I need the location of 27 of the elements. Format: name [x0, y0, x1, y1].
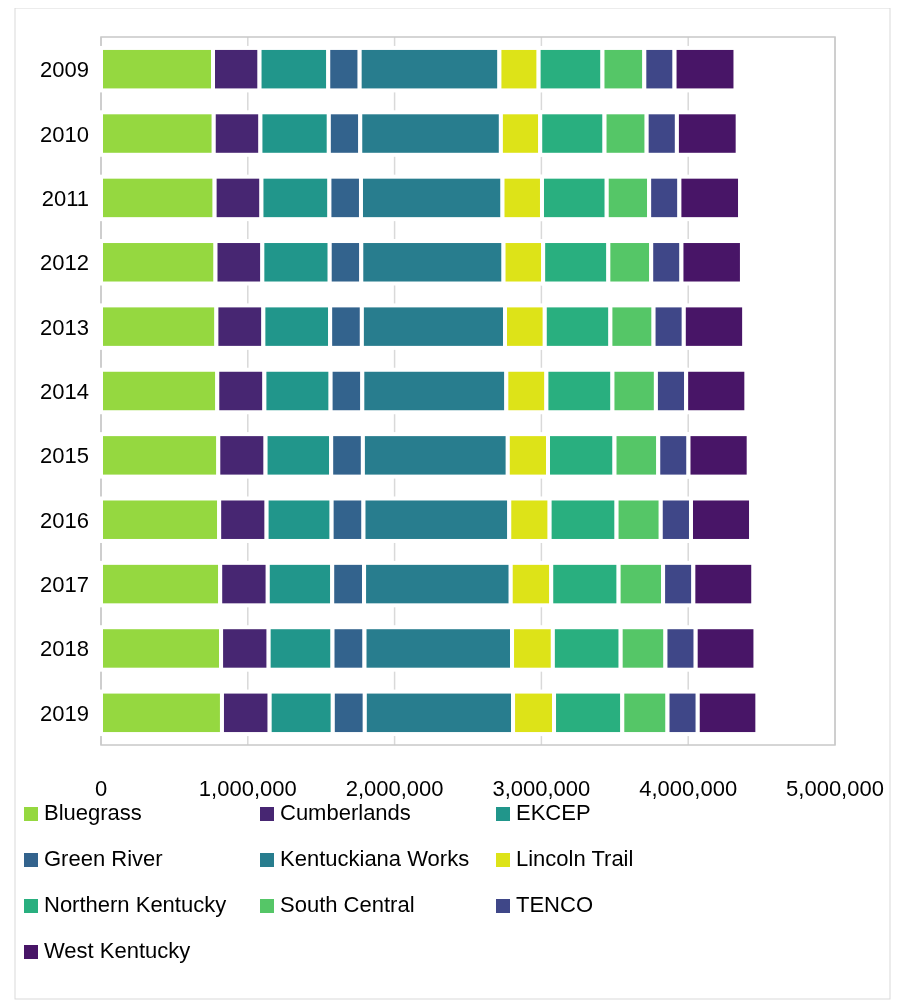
- legend-label: Lincoln Trail: [516, 846, 634, 871]
- legend-label: South Central: [280, 892, 415, 917]
- y-tick-label: 2014: [40, 379, 89, 404]
- y-tick-label: 2018: [40, 636, 89, 662]
- legend-label: West Kentucky: [44, 938, 191, 963]
- y-tick-label: 2016: [40, 507, 89, 533]
- legend-label: Cumberlands: [280, 800, 411, 825]
- y-tick-label: 2012: [40, 250, 89, 276]
- legend-label: Kentuckiana Works: [280, 846, 470, 871]
- legend-label: Northern Kentucky: [44, 892, 227, 917]
- y-tick-label: 2011: [41, 185, 89, 211]
- y-tick-label: 2013: [40, 314, 89, 340]
- x-tick-label: 5,000,000: [786, 776, 884, 801]
- x-tick-label: 2,000,000: [345, 776, 444, 801]
- x-tick-label: 1,000,000: [198, 776, 297, 801]
- x-tick-label: 3,000,000: [492, 776, 591, 801]
- y-tick-label: 2019: [40, 700, 89, 726]
- y-tick-label: 2015: [40, 443, 89, 469]
- legend-label: Bluegrass: [44, 800, 142, 825]
- x-tick-label: 0: [94, 776, 108, 801]
- legend-label: Green River: [44, 846, 163, 871]
- legend-label: EKCEP: [516, 800, 591, 825]
- y-tick-label: 2010: [40, 121, 89, 147]
- legend-label: TENCO: [516, 892, 593, 917]
- x-tick-label: 4,000,000: [639, 776, 738, 801]
- y-tick-label: 2017: [40, 572, 89, 598]
- y-tick-label: 2009: [40, 57, 89, 83]
